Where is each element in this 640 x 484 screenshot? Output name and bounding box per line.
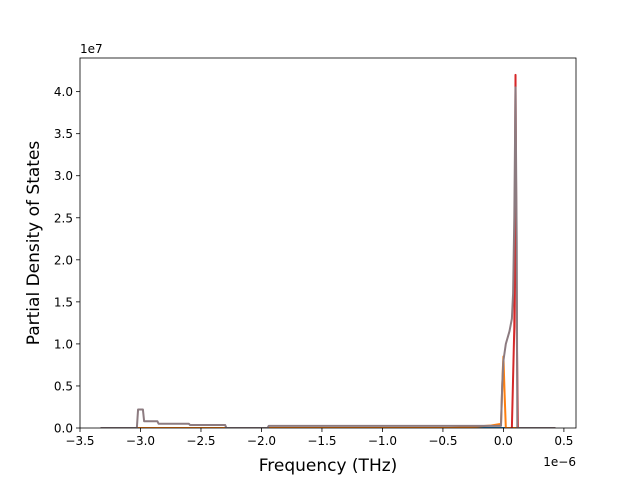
x-tick-label: −3.0 [126,434,155,448]
x-axis: −3.5 −3.0 −2.5 −2.0 −1.5 −1.0 −0.5 0.0 0.5 [65,428,573,448]
x-tick-label: −3.5 [65,434,94,448]
y-axis: 0.0 0.5 1.0 1.5 2.0 2.5 3.0 3.5 4.0 [54,85,80,436]
x-tick-label: −1.5 [307,434,336,448]
y-tick-label: 1.5 [54,295,73,309]
x-axis-label: Frequency (THz) [259,456,398,476]
y-tick-label: 0.5 [54,379,73,393]
y-tick-label: 3.0 [54,169,73,183]
x-tick-label: −2.5 [186,434,215,448]
y-tick-label: 1.0 [54,337,73,351]
x-tick-label: −2.0 [247,434,276,448]
plot-frame [79,57,577,429]
x-tick-label: −0.5 [428,434,457,448]
series-line-2 [100,355,556,428]
y-offset-label: 1e7 [80,42,103,56]
x-tick-label: 0.5 [554,434,573,448]
x-offset-label: 1e−6 [543,455,576,469]
series-layer [100,73,556,428]
y-tick-label: 2.0 [54,253,73,267]
y-tick-label: 3.5 [54,127,73,141]
series-line-4 [100,86,556,428]
y-tick-label: 4.0 [54,85,73,99]
x-tick-label: 0.0 [494,434,513,448]
x-tick-label: −1.0 [368,434,397,448]
y-axis-label: Partial Density of States [24,141,44,346]
y-tick-label: 0.0 [54,422,73,436]
y-tick-label: 2.5 [54,211,73,225]
